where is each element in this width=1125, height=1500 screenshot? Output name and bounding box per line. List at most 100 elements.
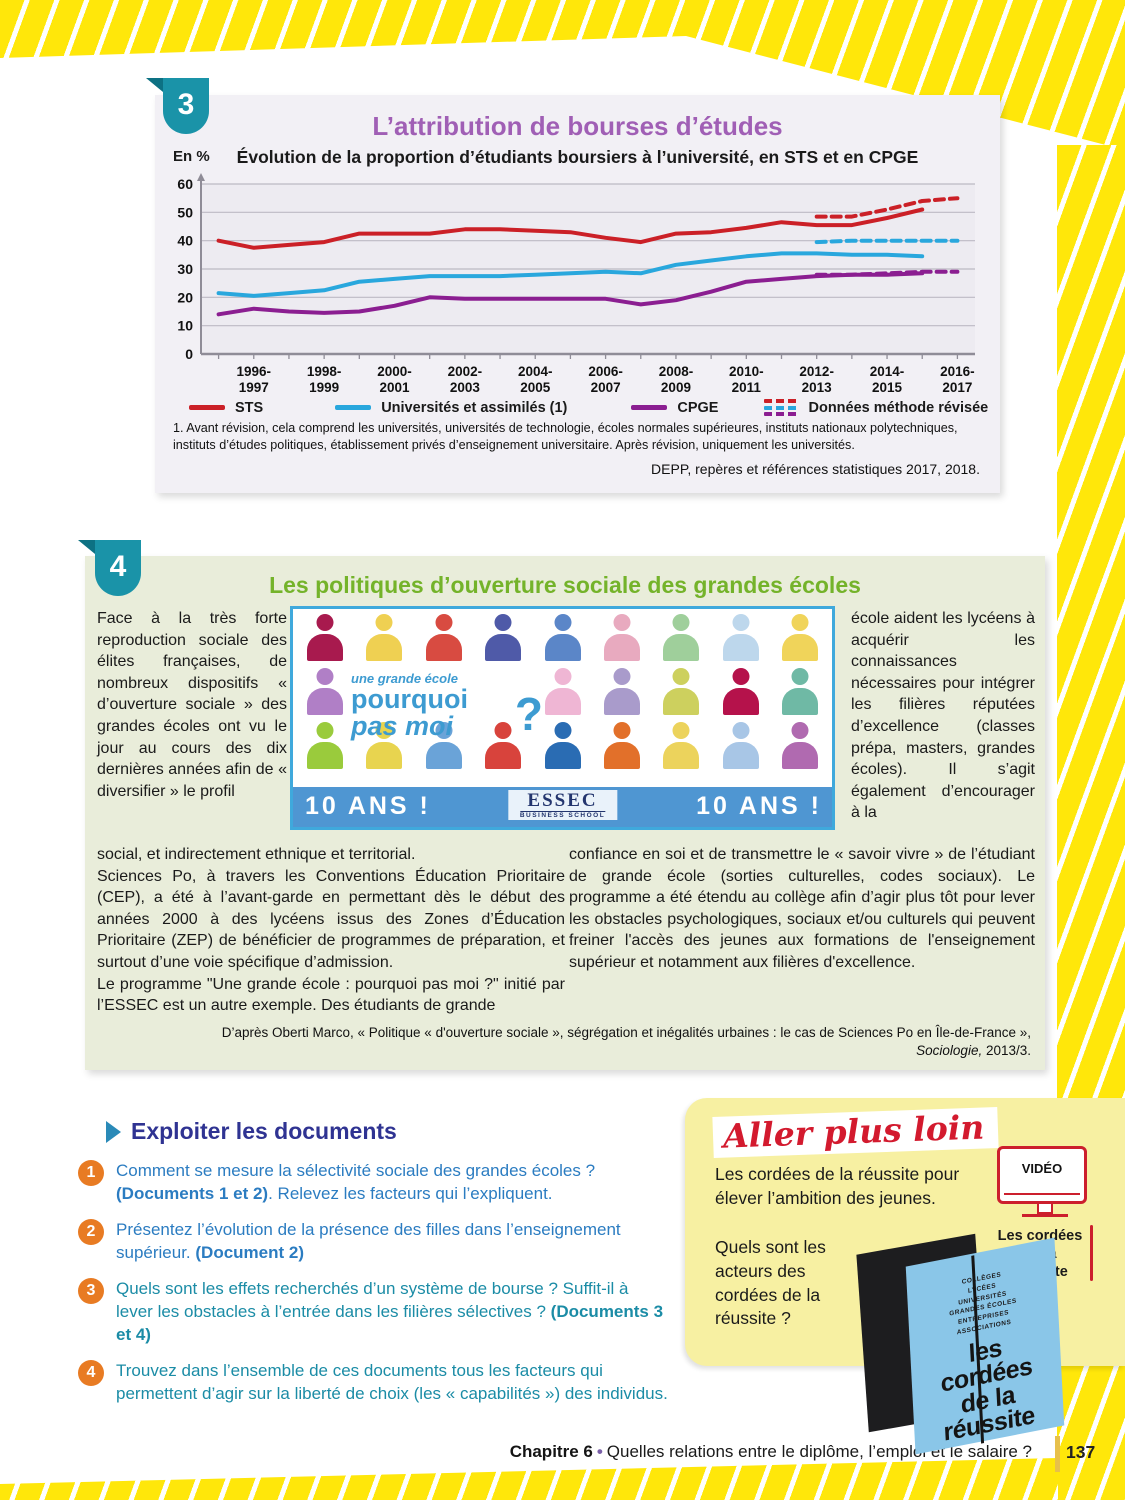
- bourses-chart: 0 10 20 30 40 50 60 1996-1997 1998-1999 2000-2001…: [177, 173, 975, 395]
- monitor-base: [1022, 1214, 1068, 1217]
- chart-source: DEPP, repères et références statistiques…: [651, 461, 980, 478]
- svg-text:2012-: 2012-: [799, 364, 834, 379]
- question-item: 2 Présentez l’évolution de la présence de…: [78, 1218, 668, 1264]
- person-icon: [721, 721, 761, 771]
- doc4-paragraph-1: social, et indirectement ethnique et ter…: [97, 846, 416, 863]
- question-item: 4 Trouvez dans l’ensemble de ces document…: [78, 1359, 668, 1405]
- svg-text:2007: 2007: [591, 380, 621, 394]
- legend-label: STS: [235, 399, 264, 416]
- page-footer: Chapitre 6 • Quelles relations entre le di…: [0, 1442, 1032, 1462]
- essec-logo-subtext: BUSINESS SCHOOL: [519, 810, 606, 819]
- chart-footnote: 1. Avant révision, cela comprend les uni…: [173, 421, 958, 452]
- doc4-paragraph-3: Le programme "Une grande école : pourquo…: [97, 975, 565, 1015]
- svg-text:2001: 2001: [379, 380, 410, 394]
- svg-text:1998-: 1998-: [307, 364, 342, 379]
- person-icon: [602, 613, 642, 663]
- monitor-stand: [1037, 1204, 1053, 1214]
- question-item: 1 Comment se mesure la sélectivité social…: [78, 1159, 668, 1205]
- svg-text:2006-: 2006-: [588, 364, 623, 379]
- document-4-right-column: école aident les lycéens à acquérir les …: [851, 610, 1035, 822]
- document-3-title: L’attribution de bourses d’études: [372, 111, 783, 141]
- person-icon: [661, 667, 701, 717]
- person-icon: [721, 613, 761, 663]
- person-icon: [780, 613, 820, 663]
- book-front-cover: COLLÈGES LYCÉES UNIVERSITÉS GRANDES ÉCOL…: [905, 1237, 1065, 1455]
- doc4-source-rest: 2013/3.: [982, 1043, 1031, 1059]
- chart-series-universit-s-et-assimil-s-1-: [216, 251, 925, 298]
- document-4-source: D’après Oberti Marco, « Politique « d'ou…: [145, 1024, 1031, 1060]
- svg-text:40: 40: [177, 233, 193, 249]
- legend-item: STS: [189, 400, 263, 416]
- svg-text:30: 30: [177, 261, 193, 277]
- svg-text:50: 50: [177, 204, 193, 220]
- svg-text:1997: 1997: [239, 380, 269, 394]
- doc4-source-line1: D’après Oberti Marco, « Politique « d'ou…: [221, 1025, 1031, 1040]
- chart-series-cpge-m-thode-r-vis-e-: [814, 269, 960, 277]
- chart-y-unit: En %: [173, 148, 210, 165]
- question-text: Présentez l’évolution de la présence des…: [116, 1220, 621, 1262]
- legend-label: CPGE: [677, 399, 719, 416]
- chart-series-universit-s-m-thode-r-vis-e-: [814, 238, 960, 245]
- person-icon: [364, 613, 404, 663]
- document-4-badge: 4: [78, 540, 141, 596]
- legend-item: Universités et assimilés (1): [335, 400, 567, 416]
- heading-arrow-icon: [106, 1120, 121, 1143]
- chart-subtitle: Évolution de la proportion d’étudiants b…: [236, 147, 919, 167]
- svg-text:2011: 2011: [732, 380, 762, 394]
- person-icon: [602, 667, 642, 717]
- aller-plus-loin-text: Les cordées de la réussite pour élever l…: [715, 1164, 960, 1208]
- cordees-book-image: COLLÈGES LYCÉES UNIVERSITÉS GRANDES ÉCOL…: [852, 1233, 1065, 1455]
- legend-label: Universités et assimilés (1): [381, 399, 568, 416]
- chart-series-sts: [216, 207, 925, 250]
- document-3-badge: 3: [146, 78, 209, 134]
- svg-text:2008-: 2008-: [659, 364, 694, 379]
- svg-text:1999: 1999: [309, 380, 339, 394]
- question-text: Trouvez dans l’ensemble de ces documents…: [116, 1361, 668, 1403]
- poster-banner-right: 10 ANS !: [696, 792, 822, 820]
- person-icon: [483, 613, 523, 663]
- svg-text:2017: 2017: [942, 380, 972, 394]
- legend-line-swatch: [631, 405, 668, 410]
- person-icon: [424, 613, 464, 663]
- poster-question-mark: ?: [514, 688, 543, 740]
- svg-text:2003: 2003: [450, 380, 481, 394]
- legend-item: CPGE: [631, 400, 718, 416]
- svg-text:0: 0: [185, 346, 193, 362]
- question-number-badge: 3: [78, 1278, 104, 1304]
- aller-plus-loin-title: Aller plus loin: [712, 1107, 999, 1158]
- svg-text:2009: 2009: [661, 380, 691, 394]
- legend-line-swatch: [189, 405, 225, 410]
- people-row: [293, 609, 832, 663]
- person-icon: [305, 721, 345, 771]
- revised-dashes-icon: [764, 399, 799, 416]
- legend-line-swatch: [335, 405, 372, 410]
- svg-text:2004-: 2004-: [518, 364, 553, 379]
- document-4-card: Les politiques d’ouverture sociale des g…: [85, 556, 1045, 1070]
- person-icon: [602, 721, 642, 771]
- poster-banner-left: 10 ANS !: [305, 792, 431, 820]
- legend-item-revised: Données méthode révisée: [764, 399, 988, 416]
- essec-logo: ESSEC BUSINESS SCHOOL: [507, 790, 618, 820]
- person-icon: [305, 667, 345, 717]
- document-4-bottom-right-column: confiance en soi et de transmettre le « …: [569, 846, 1035, 971]
- question-text: Comment se mesure la sélectivité sociale…: [116, 1161, 596, 1203]
- question-number-badge: 2: [78, 1219, 104, 1245]
- svg-text:2016-: 2016-: [940, 364, 975, 379]
- doc4-source-italic: Sociologie,: [916, 1043, 983, 1059]
- svg-text:20: 20: [177, 289, 193, 305]
- chart-legend: STS Universités et assimilés (1) CPGE Donné…: [189, 399, 1000, 416]
- poster-tagline-line2: pas moi: [351, 711, 454, 741]
- person-icon: [661, 721, 701, 771]
- aller-question: Quels sont les acteurs des cordées de la…: [715, 1237, 826, 1329]
- svg-text:2002-: 2002-: [448, 364, 483, 379]
- question-text: Quels sont les effets recherchés d’un sy…: [116, 1279, 664, 1344]
- chart-series-cpge: [216, 271, 925, 317]
- exploiter-heading: Exploiter les documents: [131, 1118, 397, 1144]
- bottom-striped-band: [0, 1458, 1058, 1500]
- doc4-paragraph-2: Sciences Po, à travers les Conventions É…: [97, 867, 565, 971]
- document-4-title: Les politiques d’ouverture sociale des g…: [269, 572, 861, 598]
- document-4-bottom-left-column: social, et indirectement ethnique et ter…: [97, 844, 565, 1017]
- questions-list: 1 Comment se mesure la sélectivité social…: [78, 1159, 668, 1405]
- person-icon: [305, 613, 345, 663]
- svg-text:2015: 2015: [872, 380, 903, 394]
